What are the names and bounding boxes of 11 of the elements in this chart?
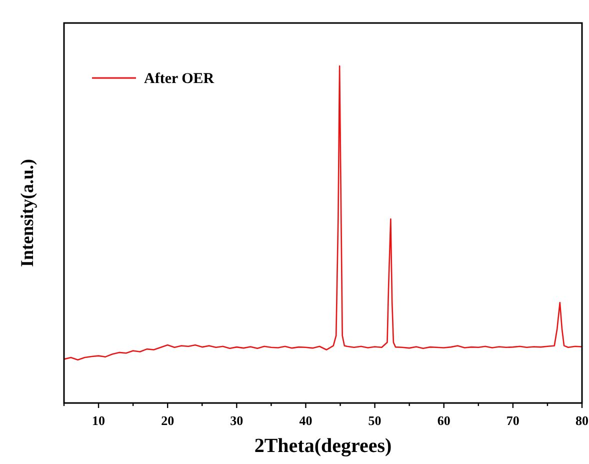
x-tick-label: 60: [437, 413, 450, 428]
x-tick-label: 70: [506, 413, 520, 428]
x-tick-label: 30: [230, 413, 244, 428]
x-tick-label: 10: [92, 413, 106, 428]
x-tick-label: 40: [299, 413, 312, 428]
x-tick-label: 50: [368, 413, 382, 428]
legend-label: After OER: [144, 71, 214, 87]
y-axis-title: Intensity(a.u.): [17, 158, 37, 268]
x-tick-label: 80: [576, 413, 588, 428]
x-tick-label: 20: [161, 413, 174, 428]
x-axis-title: 2Theta(degrees): [254, 435, 392, 457]
